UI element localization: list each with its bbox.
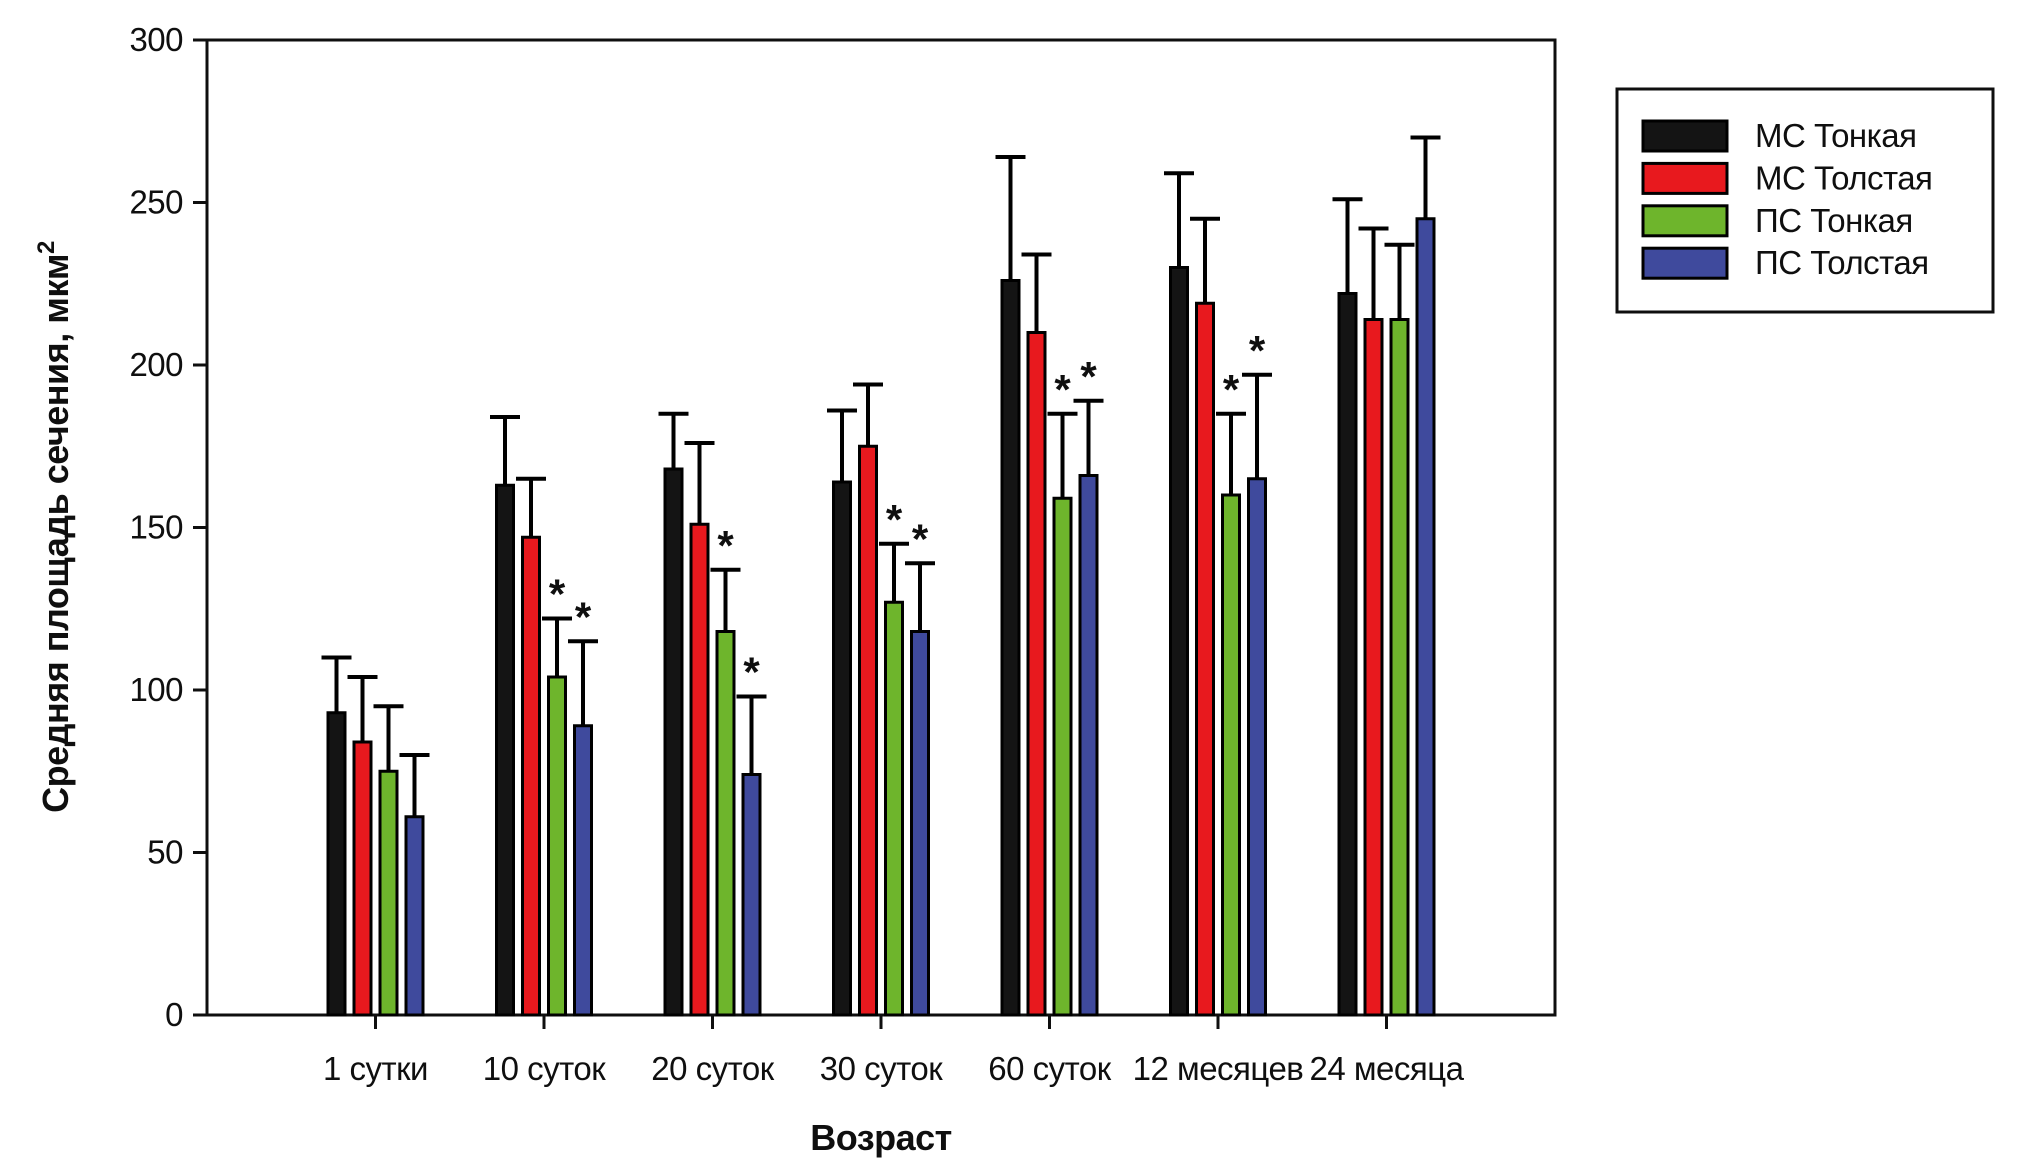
bar-МС Толстая-24 месяца: [1363, 318, 1384, 1017]
y-tick-label: 300: [129, 21, 183, 58]
bar-ПС Тонкая-1 сутки: [378, 769, 399, 1017]
significance-asterisk: *: [549, 571, 566, 618]
significance-asterisk: *: [575, 593, 592, 640]
legend-label-ПС Толстая: ПС Толстая: [1755, 244, 1929, 281]
x-tick-label: 12 месяцев: [1133, 1050, 1304, 1087]
x-tick-label: 24 месяца: [1309, 1050, 1464, 1087]
y-tick-label: 200: [129, 346, 183, 383]
bar-ПС Толстая-60 суток: [1078, 474, 1099, 1017]
bar-МС Тонкая-10 суток: [495, 483, 515, 1017]
significance-asterisk: *: [743, 649, 760, 696]
y-axis-title: Средняя площадь сечения, мкм2: [33, 241, 76, 813]
legend-label-ПС Тонкая: ПС Тонкая: [1755, 202, 1913, 239]
significance-asterisk: *: [1054, 366, 1071, 413]
plot-area: 0 50 100 150 200 250 300 1 сутки 10 суток 20 суто…: [129, 21, 1557, 1087]
bar-ПС Толстая-30 суток: [910, 630, 930, 1017]
significance-asterisk: *: [886, 496, 903, 543]
bar-ПС Толстая-20 суток: [741, 773, 762, 1017]
x-tick-label: 60 суток: [988, 1050, 1111, 1087]
bar-ПС Тонкая-10 суток: [547, 675, 567, 1017]
x-tick-label: 10 суток: [483, 1050, 606, 1087]
bar-ПС Толстая-24 месяца: [1415, 217, 1436, 1017]
significance-asterisk: *: [1080, 353, 1097, 400]
legend-label-МС Толстая: МС Толстая: [1755, 159, 1932, 196]
significance-asterisk: *: [1223, 366, 1240, 413]
bar-ПС Толстая-1 сутки: [404, 815, 425, 1017]
bar-МС Толстая-30 суток: [858, 444, 878, 1017]
bar-МС Тонкая-30 суток: [832, 480, 852, 1017]
bar-МС Тонкая-20 суток: [663, 467, 684, 1017]
legend-swatch-ПС Толстая: [1641, 246, 1729, 280]
bar-МС Тонкая-24 месяца: [1337, 292, 1358, 1017]
significance-asterisk: *: [1249, 327, 1266, 374]
x-tick-label: 1 сутки: [323, 1050, 428, 1087]
legend-swatch-МС Тонкая: [1641, 119, 1729, 153]
bar-МС Тонкая-12 месяцев: [1169, 266, 1189, 1017]
bar-ПС Тонкая-60 суток: [1052, 496, 1073, 1017]
bar-МС Тонкая-60 суток: [1000, 279, 1021, 1017]
bar-МС Толстая-60 суток: [1026, 331, 1047, 1017]
legend-swatch-МС Толстая: [1641, 161, 1729, 195]
bar-МС Толстая-20 суток: [689, 522, 710, 1017]
x-tick-label: 30 суток: [820, 1050, 943, 1087]
bar-МС Толстая-10 суток: [521, 535, 541, 1017]
bar-ПС Толстая-10 суток: [573, 724, 593, 1017]
significance-asterisk: *: [717, 522, 734, 569]
bar-МС Тонкая-1 сутки: [326, 711, 347, 1017]
legend-label-МС Тонкая: МС Тонкая: [1755, 117, 1917, 154]
bar-ПС Тонкая-12 месяцев: [1221, 493, 1241, 1017]
bar-ПС Толстая-12 месяцев: [1247, 477, 1267, 1017]
y-tick-label: 150: [129, 509, 183, 546]
y-tick-label: 0: [165, 996, 183, 1033]
x-axis-title: Возраст: [810, 1117, 952, 1158]
significance-asterisk: *: [912, 515, 929, 562]
y-tick-label: 250: [129, 184, 183, 221]
bar-МС Толстая-1 сутки: [352, 740, 373, 1017]
bar-МС Толстая-12 месяцев: [1195, 301, 1215, 1017]
y-tick-label: 100: [129, 671, 183, 708]
legend: МС Тонкая МС Толстая ПС Тонкая ПС Толстая: [1615, 87, 1995, 314]
y-tick-label: 50: [147, 834, 183, 871]
bar-ПС Тонкая-30 суток: [884, 600, 904, 1017]
x-tick-label: 20 суток: [651, 1050, 774, 1087]
bar-ПС Тонкая-20 суток: [715, 630, 736, 1017]
legend-swatch-ПС Тонкая: [1641, 204, 1729, 238]
bar-ПС Тонкая-24 месяца: [1389, 318, 1410, 1017]
